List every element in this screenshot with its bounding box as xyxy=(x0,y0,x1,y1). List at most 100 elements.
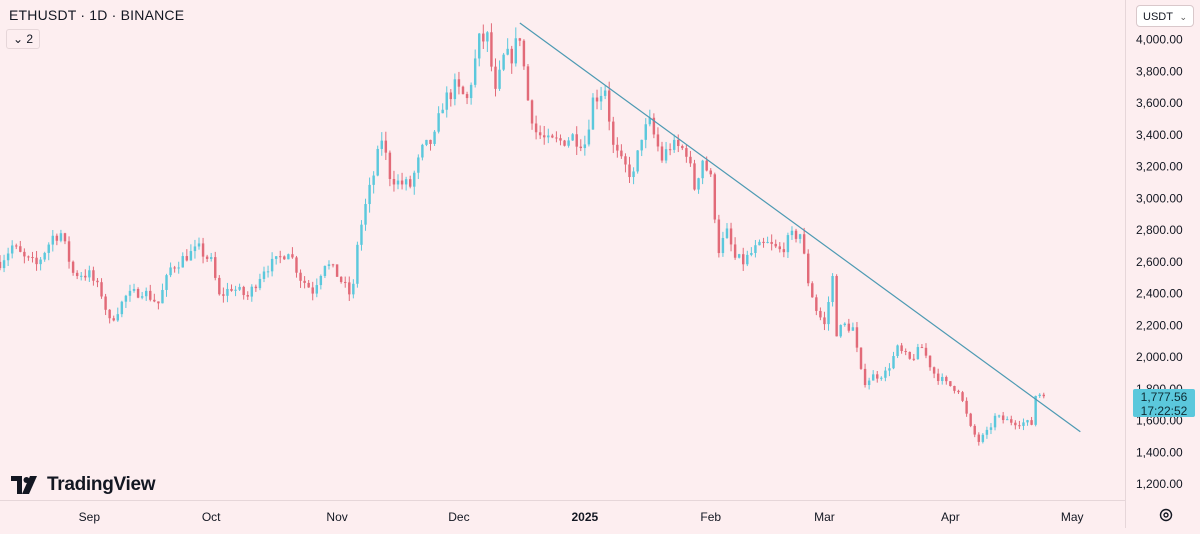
candle-down xyxy=(510,48,513,64)
candle-down xyxy=(388,152,392,179)
candle-down xyxy=(961,392,964,401)
candle-up xyxy=(226,288,229,296)
indicators-toggle-button[interactable]: ⌄ 2 xyxy=(6,29,41,49)
candle-down xyxy=(620,150,623,157)
candle-down xyxy=(429,139,432,144)
candle-down xyxy=(908,351,911,359)
candle-down xyxy=(335,264,339,277)
candle-up xyxy=(839,325,842,337)
candle-up xyxy=(356,244,359,284)
candle-up xyxy=(896,345,899,357)
candle-down xyxy=(490,32,493,67)
candle-down xyxy=(729,228,733,245)
candle-up xyxy=(916,347,920,360)
candle-up xyxy=(478,33,481,59)
candle-up xyxy=(644,124,647,140)
candle-up xyxy=(851,327,855,331)
candle-down xyxy=(218,277,221,295)
candle-up xyxy=(880,377,883,379)
candle-down xyxy=(770,241,773,244)
candle-down xyxy=(616,144,619,151)
candle-up xyxy=(165,275,168,290)
candle-down xyxy=(762,241,765,244)
candle-down xyxy=(953,386,956,391)
candle-up xyxy=(234,289,237,291)
candle-down xyxy=(1030,420,1033,425)
candle-down xyxy=(563,140,566,146)
candle-down xyxy=(246,295,249,297)
candle-up xyxy=(871,374,875,381)
candle-up xyxy=(884,370,887,378)
candle-up xyxy=(238,286,241,290)
candle-up xyxy=(144,290,148,297)
x-tick-label: Nov xyxy=(326,510,347,524)
plot-area[interactable] xyxy=(0,0,1125,500)
candle-up xyxy=(453,79,457,100)
candle-up xyxy=(506,48,509,55)
candle-down xyxy=(815,297,818,311)
candlestick-chart[interactable] xyxy=(0,0,1125,500)
x-tick-label: Oct xyxy=(202,510,221,524)
candle-down xyxy=(689,156,692,164)
currency-selector[interactable]: USDT ⌄ xyxy=(1136,5,1194,27)
candle-down xyxy=(624,156,627,165)
candle-up xyxy=(445,92,448,110)
candle-up xyxy=(413,172,416,187)
candle-up xyxy=(636,150,639,172)
candle-down xyxy=(67,241,71,262)
candle-down xyxy=(806,253,810,284)
candle-up xyxy=(352,283,355,295)
y-tick-label: 3,400.00 xyxy=(1136,128,1183,142)
candle-down xyxy=(173,267,176,269)
trendline xyxy=(519,22,1081,433)
price-axis[interactable]: 4,000.00 3,800.00 3,600.00 3,400.00 3,200.00… xyxy=(1125,0,1200,528)
brand-name: TradingView xyxy=(47,474,156,495)
candle-up xyxy=(888,368,891,371)
gear-icon[interactable] xyxy=(1158,507,1174,523)
candle-up xyxy=(632,171,635,178)
candle-down xyxy=(201,243,205,257)
candle-up xyxy=(867,380,871,386)
candle-down xyxy=(693,163,696,190)
candle-down xyxy=(595,97,599,102)
candle-up xyxy=(697,178,700,190)
time-axis-labels: Sep Oct Nov Dec 2025 Feb Mar Apr May xyxy=(79,510,1084,524)
candle-up xyxy=(197,243,201,247)
tradingview-logo-icon xyxy=(11,476,37,494)
candle-up xyxy=(421,144,424,158)
candle-up xyxy=(981,434,985,442)
candle-down xyxy=(778,246,782,250)
candle-down xyxy=(205,256,209,259)
candle-up xyxy=(140,296,144,298)
tradingview-logo[interactable]: TradingView xyxy=(11,474,156,496)
candle-up xyxy=(425,139,428,145)
candle-down xyxy=(518,38,522,41)
candle-down xyxy=(936,373,940,382)
candle-down xyxy=(559,138,562,141)
y-tick-label: 4,000.00 xyxy=(1136,33,1183,47)
candle-down xyxy=(912,358,916,360)
candle-down xyxy=(1010,419,1013,423)
y-tick-label: 1,600.00 xyxy=(1136,414,1183,428)
candle-up xyxy=(437,113,440,132)
y-tick-label: 1,200.00 xyxy=(1136,477,1183,491)
candle-down xyxy=(384,140,388,153)
candle-up xyxy=(59,233,63,241)
candle-up xyxy=(258,278,262,289)
candle-up xyxy=(266,271,270,273)
candle-down xyxy=(823,317,826,325)
candle-up xyxy=(177,267,180,269)
candle-up xyxy=(169,267,172,276)
candle-down xyxy=(579,146,582,149)
candle-down xyxy=(668,149,672,151)
candle-down xyxy=(876,374,879,379)
candle-down xyxy=(75,272,79,277)
candle-up xyxy=(843,323,846,326)
time-axis[interactable]: Sep Oct Nov Dec 2025 Feb Mar Apr May xyxy=(0,500,1125,529)
candle-down xyxy=(924,347,928,356)
candle-down xyxy=(555,137,558,139)
candle-up xyxy=(116,314,119,321)
last-price: 1,777.56 xyxy=(1140,390,1188,404)
candle-down xyxy=(307,282,310,288)
candle-up xyxy=(571,134,574,141)
